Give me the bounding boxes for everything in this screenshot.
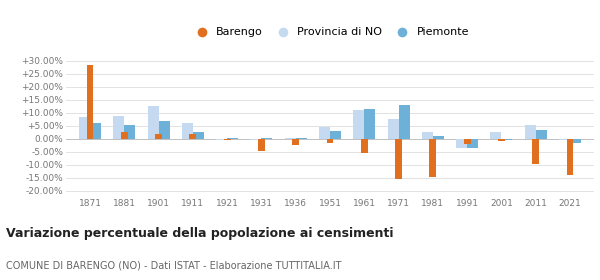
Bar — [86, 65, 94, 139]
Bar — [79, 117, 90, 139]
Bar — [124, 125, 135, 139]
Bar — [433, 136, 444, 139]
Bar — [525, 125, 536, 139]
Bar — [398, 105, 410, 139]
Bar — [570, 139, 581, 143]
Legend: Barengo, Provincia di NO, Piemonte: Barengo, Provincia di NO, Piemonte — [186, 23, 474, 42]
Bar — [536, 130, 547, 139]
Bar — [158, 121, 170, 139]
Bar — [155, 134, 162, 139]
Text: Variazione percentuale della popolazione ai censimenti: Variazione percentuale della popolazione… — [6, 227, 394, 240]
Bar — [262, 137, 272, 139]
Bar — [502, 139, 512, 140]
Bar — [467, 139, 478, 148]
Bar — [319, 127, 330, 139]
Bar — [121, 132, 128, 139]
Bar — [559, 139, 570, 140]
Bar — [224, 139, 230, 140]
Bar — [566, 139, 574, 175]
Bar — [285, 137, 296, 139]
Bar — [227, 137, 238, 139]
Bar — [148, 106, 158, 139]
Bar — [190, 134, 196, 139]
Bar — [250, 139, 262, 140]
Bar — [464, 139, 470, 144]
Bar — [113, 116, 124, 139]
Bar — [330, 131, 341, 139]
Bar — [216, 139, 227, 140]
Bar — [326, 139, 334, 143]
Bar — [395, 139, 402, 179]
Bar — [90, 123, 101, 139]
Bar — [430, 139, 436, 176]
Bar — [532, 139, 539, 164]
Bar — [498, 139, 505, 141]
Bar — [296, 137, 307, 139]
Bar — [490, 132, 502, 139]
Bar — [258, 139, 265, 151]
Bar — [193, 132, 204, 139]
Bar — [364, 109, 375, 139]
Bar — [353, 110, 364, 139]
Bar — [456, 139, 467, 148]
Bar — [292, 139, 299, 145]
Text: COMUNE DI BARENGO (NO) - Dati ISTAT - Elaborazione TUTTITALIA.IT: COMUNE DI BARENGO (NO) - Dati ISTAT - El… — [6, 261, 341, 271]
Bar — [388, 119, 398, 139]
Bar — [422, 132, 433, 139]
Bar — [361, 139, 368, 153]
Bar — [182, 123, 193, 139]
